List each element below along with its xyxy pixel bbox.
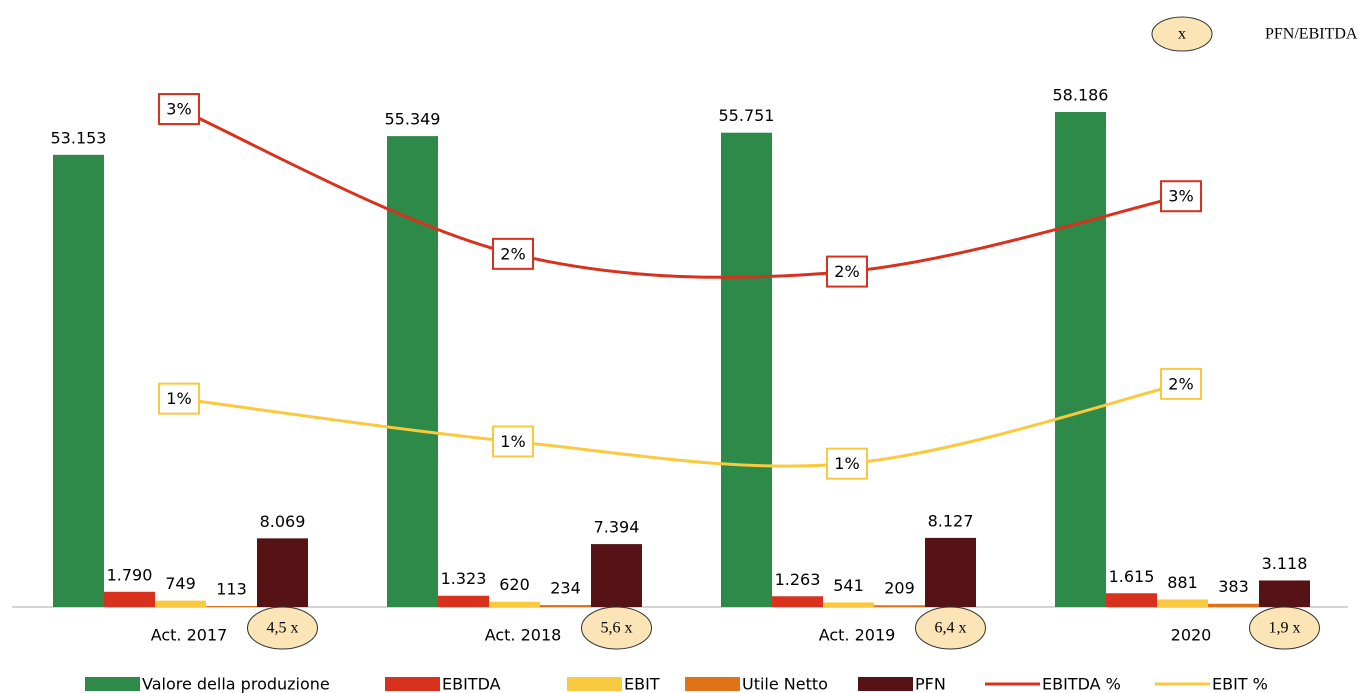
bar-value-label: 541	[833, 576, 864, 595]
legend-swatch	[858, 677, 913, 691]
line-value-label: 3%	[166, 100, 191, 119]
line-value-label: 3%	[1168, 187, 1193, 206]
bar-value-label: 383	[1218, 577, 1249, 596]
bar	[387, 136, 438, 607]
legend-swatch	[685, 677, 740, 691]
x-tick-label: 2020	[1171, 626, 1212, 645]
bar-value-label: 8.127	[928, 511, 974, 530]
ratio-label: 6,4 x	[935, 620, 967, 637]
line-value-label: 2%	[500, 244, 525, 263]
bar	[540, 605, 591, 607]
legend-label: Utile Netto	[742, 675, 828, 693]
bar-value-label: 234	[550, 579, 581, 598]
bar	[104, 591, 155, 607]
legend-label: EBITDA %	[1042, 675, 1121, 693]
bar	[874, 605, 925, 607]
bar	[206, 606, 257, 607]
bar-value-label: 881	[1167, 573, 1198, 592]
bar	[257, 538, 308, 607]
bar-value-label: 3.118	[1262, 554, 1308, 573]
bar-value-label: 1.790	[107, 565, 153, 584]
bar-value-label: 1.323	[441, 569, 487, 588]
legend-swatch	[567, 677, 622, 691]
line-label-box	[492, 237, 534, 270]
x-tick-label: Act. 2017	[151, 626, 228, 645]
bar-value-label: 7.394	[594, 518, 640, 537]
ratio-bubble	[247, 606, 318, 650]
bar-value-label: 1.263	[775, 570, 821, 589]
bar	[489, 601, 540, 607]
line-value-label: 1%	[834, 454, 859, 473]
bar	[1055, 111, 1106, 607]
line-label-box	[1160, 367, 1202, 400]
line-label-box	[158, 93, 200, 126]
legend-ratio-symbol	[1151, 16, 1213, 52]
bar	[1259, 580, 1310, 607]
bar-value-label: 1.615	[1109, 567, 1155, 586]
bar-value-label: 53.153	[51, 128, 107, 147]
bar	[721, 132, 772, 607]
bar-value-label: 749	[165, 574, 196, 593]
legend-label: Valore della produzione	[142, 675, 330, 693]
ratio-label: 5,6 x	[601, 620, 633, 637]
bar	[155, 600, 206, 607]
ratio-label: 4,5 x	[267, 620, 299, 637]
bar	[1208, 603, 1259, 607]
bar-value-label: 58.186	[1053, 85, 1109, 104]
line-label-box	[492, 425, 534, 458]
x-tick-label: Act. 2018	[485, 626, 562, 645]
bar	[772, 596, 823, 607]
line	[178, 107, 1182, 279]
line-value-label: 2%	[834, 262, 859, 281]
ratio-bubble	[915, 606, 986, 650]
legend-label: EBIT %	[1212, 675, 1268, 693]
legend-ratio-label: PFN/EBITDA	[1265, 26, 1358, 43]
bar-value-label: 113	[216, 580, 247, 599]
bar-value-label: 55.349	[385, 110, 441, 129]
legend-swatch	[385, 677, 440, 691]
line	[178, 382, 1182, 468]
legend-ratio-symbol-text: x	[1178, 26, 1186, 43]
line-label-box	[826, 255, 868, 288]
bar-value-label: 620	[499, 575, 530, 594]
bar	[53, 154, 104, 608]
bar	[823, 602, 874, 607]
ratio-bubble	[581, 606, 652, 650]
legend-label: PFN	[915, 675, 946, 693]
line-value-label: 1%	[166, 389, 191, 408]
bar	[591, 544, 642, 607]
bar-value-label: 209	[884, 579, 915, 598]
bar	[438, 595, 489, 607]
line-label-box	[1160, 180, 1202, 213]
legend-label: EBIT	[624, 675, 660, 693]
line-label-box	[826, 447, 868, 480]
bar-value-label: 55.751	[719, 106, 775, 125]
line-value-label: 2%	[1168, 374, 1193, 393]
bar-value-label: 8.069	[260, 512, 306, 531]
legend-swatch	[85, 677, 140, 691]
line-label-box	[158, 382, 200, 415]
ratio-label: 1,9 x	[1269, 620, 1301, 637]
bar	[1106, 593, 1157, 607]
line-value-label: 1%	[500, 432, 525, 451]
bar	[925, 537, 976, 607]
x-tick-label: Act. 2019	[819, 626, 896, 645]
ratio-bubble	[1249, 606, 1320, 650]
bar	[1157, 599, 1208, 607]
legend-label: EBITDA	[442, 675, 501, 693]
